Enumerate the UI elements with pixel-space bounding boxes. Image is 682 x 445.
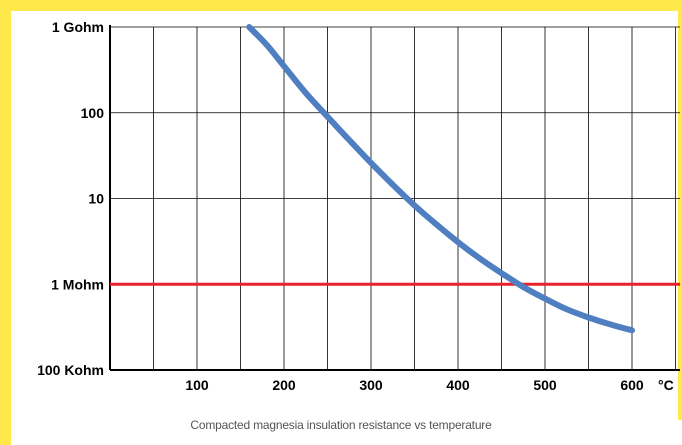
x-tick-label: 600 <box>620 377 644 393</box>
x-tick-label: 100 <box>185 377 209 393</box>
frame-top-band <box>0 0 682 11</box>
chart-caption: Compacted magnesia insulation resistance… <box>190 418 492 432</box>
x-unit-label: °C <box>658 377 674 393</box>
frame-right-band <box>678 0 682 420</box>
x-tick-label: 300 <box>359 377 383 393</box>
x-tick-label: 400 <box>446 377 470 393</box>
y-tick-label: 1 Mohm <box>51 276 104 292</box>
frame-left-band <box>0 0 11 445</box>
y-tick-label: 10 <box>88 191 104 207</box>
y-tick-label: 1 Gohm <box>52 19 104 35</box>
resistance-curve <box>246 24 635 334</box>
y-tick-label: 100 Kohm <box>37 362 104 378</box>
y-tick-label: 100 <box>81 105 105 121</box>
x-tick-label: 200 <box>272 377 296 393</box>
x-tick-label: 500 <box>533 377 557 393</box>
